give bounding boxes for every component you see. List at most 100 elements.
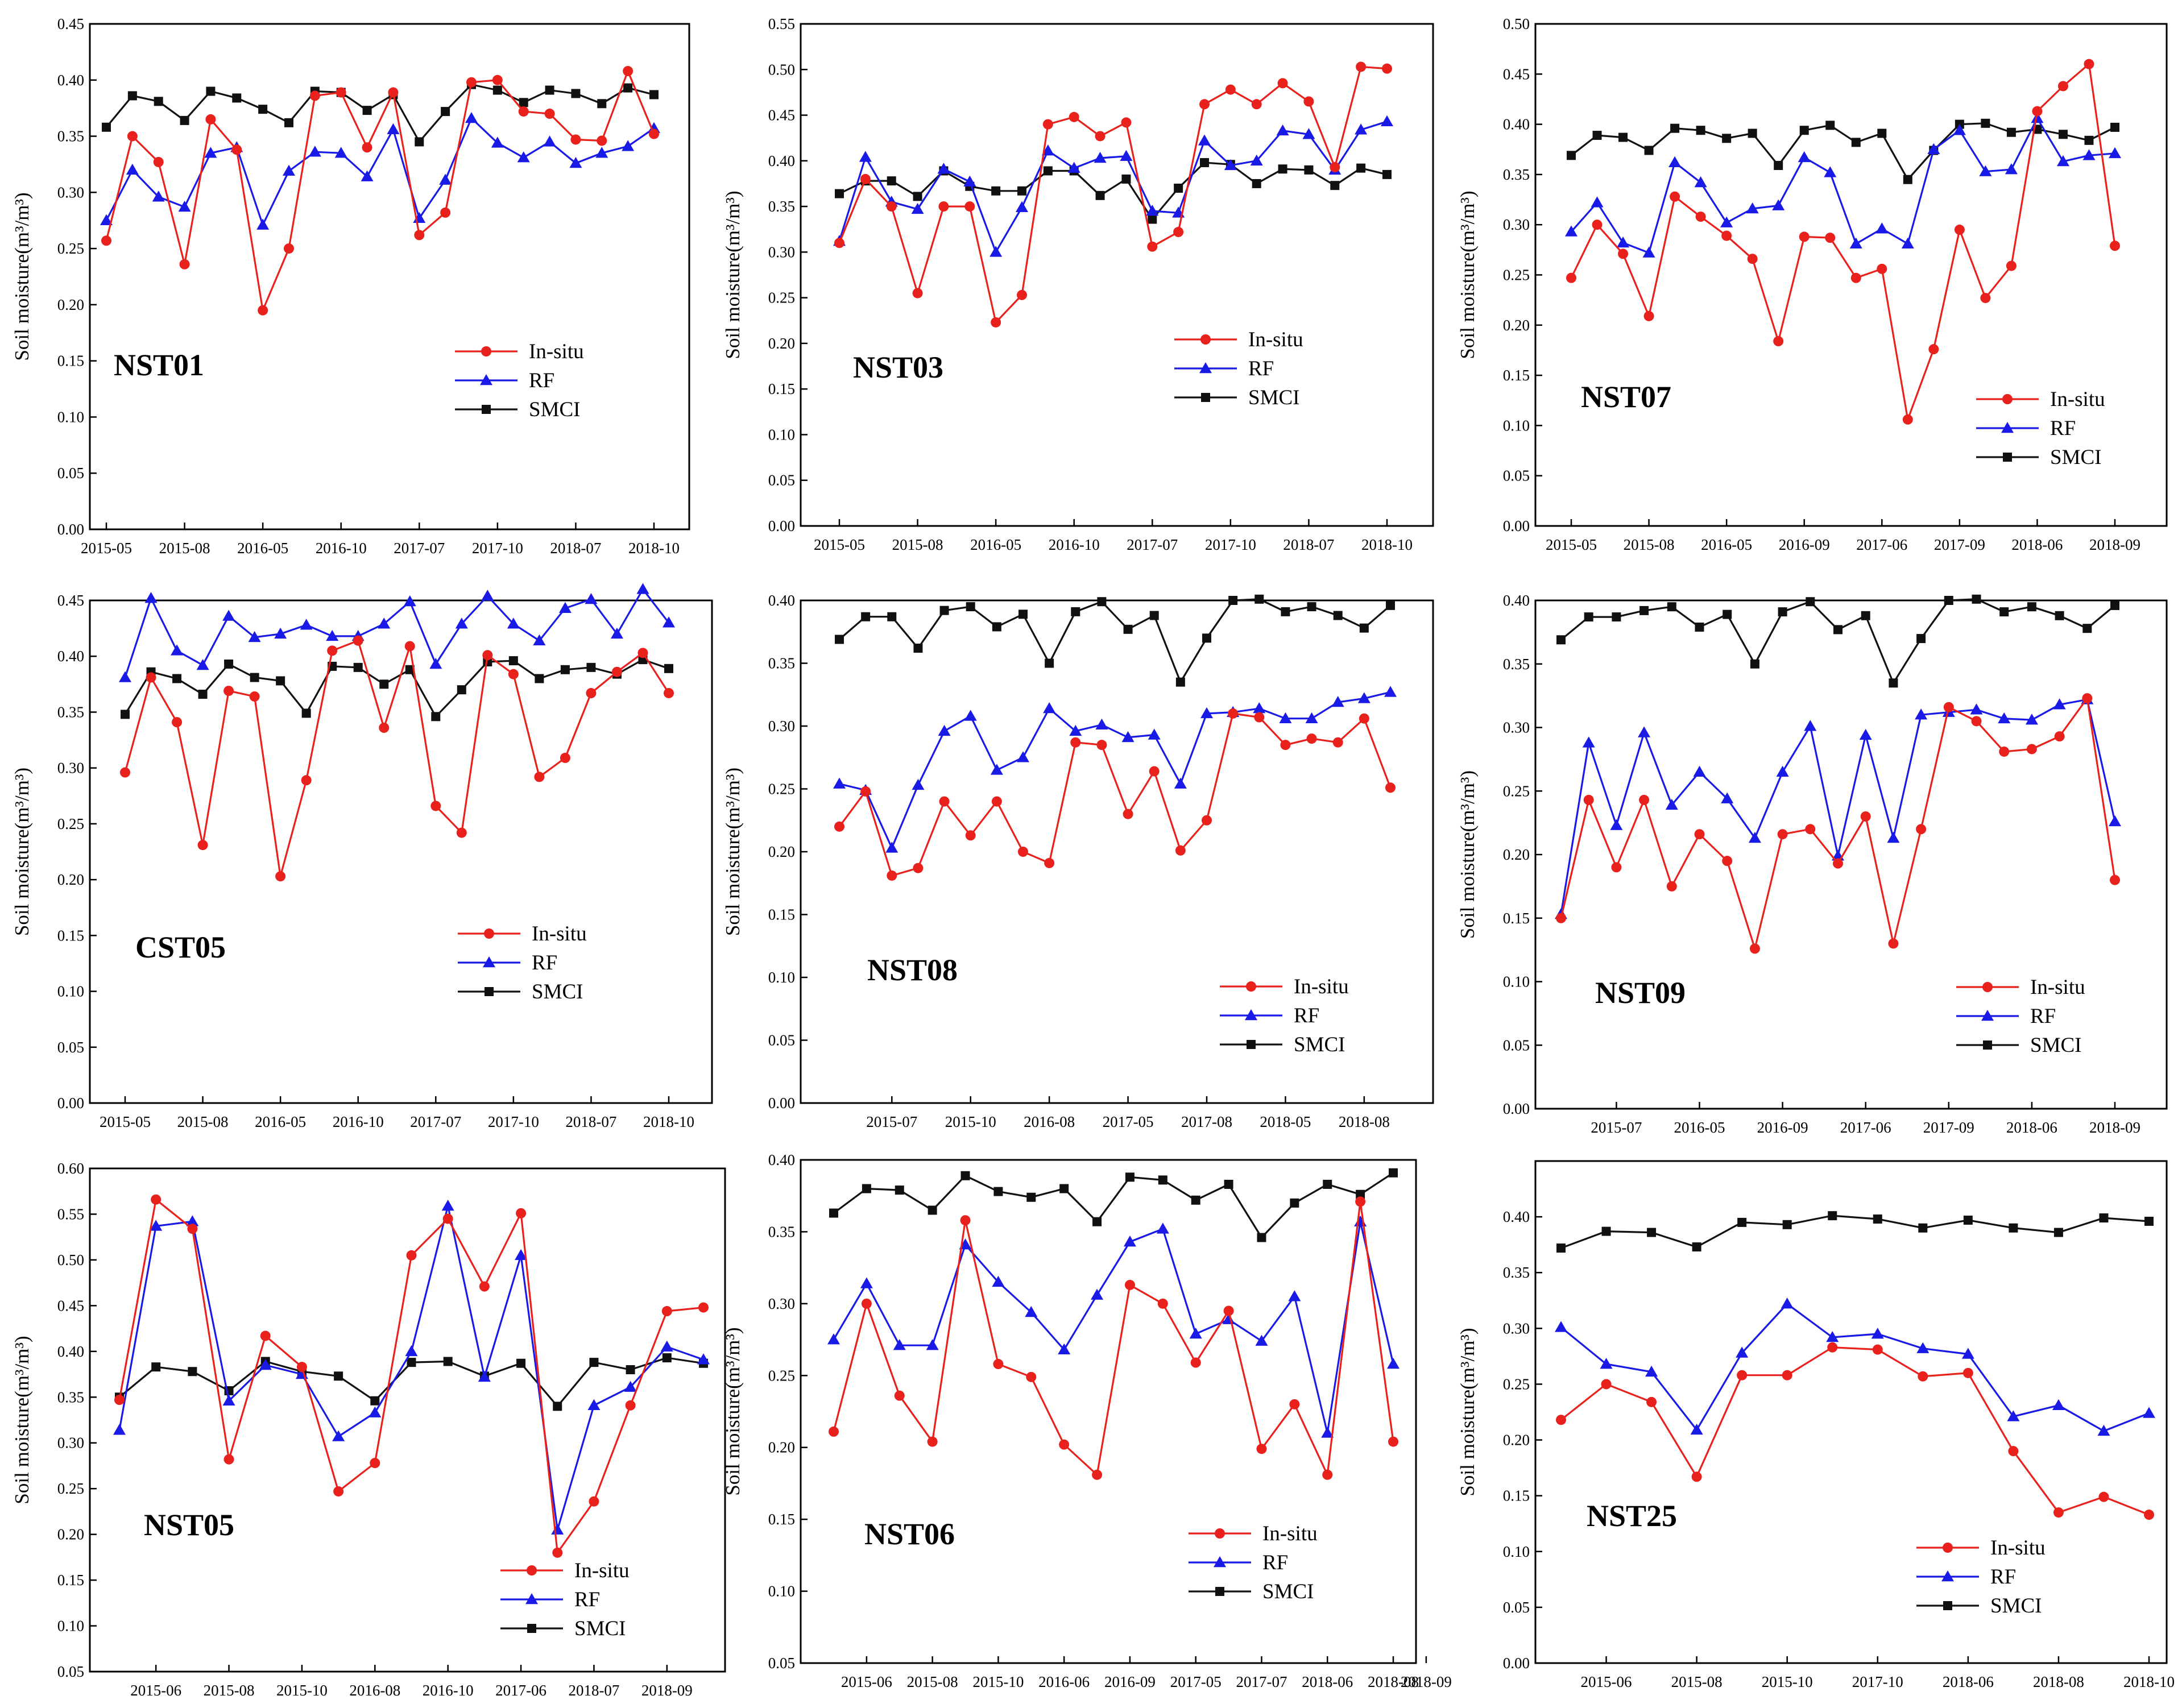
data-point-in-situ xyxy=(442,1213,453,1224)
legend-label-rf: RF xyxy=(1262,1551,1288,1574)
data-point-in-situ xyxy=(518,106,529,117)
data-point-in-situ xyxy=(894,1390,905,1401)
y-tick-label: 0.40 xyxy=(1503,1208,1530,1225)
data-point-smci xyxy=(1045,658,1054,668)
data-point-rf xyxy=(1849,237,1862,249)
data-point-in-situ xyxy=(333,1486,344,1497)
legend-label-smci: SMCI xyxy=(574,1617,626,1640)
y-tick-label: 0.05 xyxy=(768,1032,795,1049)
data-point-rf xyxy=(1355,123,1368,135)
data-point-in-situ xyxy=(2053,1507,2064,1518)
y-tick-label: 0.25 xyxy=(57,240,84,257)
x-tick-label: 2015-05 xyxy=(100,1113,151,1130)
data-point-smci xyxy=(353,662,363,672)
data-point-rf xyxy=(222,610,235,621)
data-point-rf xyxy=(144,592,158,603)
series-line-in-situ xyxy=(838,65,1388,325)
data-point-in-situ xyxy=(1721,230,1732,241)
data-point-rf xyxy=(885,841,899,853)
x-tick-label: 2018-06 xyxy=(2011,536,2063,553)
data-point-rf xyxy=(1279,712,1292,723)
data-point-smci xyxy=(1382,169,1392,179)
x-tick-label: 2015-06 xyxy=(130,1682,181,1699)
data-point-in-situ xyxy=(127,131,138,142)
data-point-rf xyxy=(2097,1424,2110,1436)
chart-panel-nst07: 0.00 0.05 0.10 0.15 0.20 0.25 0.30 0.35 0.40 0.45… xyxy=(1456,15,2168,553)
data-point-smci xyxy=(2006,127,2016,137)
data-point-rf xyxy=(1288,1290,1301,1301)
data-point-smci xyxy=(301,708,311,718)
x-tick-label: 2018-06 xyxy=(1302,1673,1353,1690)
y-tick-label: 0.20 xyxy=(57,871,84,888)
data-point-smci xyxy=(887,612,897,621)
site-title: NST05 xyxy=(144,1508,234,1542)
data-point-in-situ xyxy=(1782,1370,1792,1381)
data-point-smci xyxy=(862,1184,871,1193)
legend: In-situ RF SMCI xyxy=(458,922,587,1004)
data-point-rf xyxy=(1875,222,1889,234)
data-point-in-situ xyxy=(1332,737,1343,748)
y-tick-label: 0.00 xyxy=(1503,1100,1530,1117)
data-point-in-situ xyxy=(2110,241,2120,251)
data-point-smci xyxy=(224,659,234,669)
data-point-in-situ xyxy=(664,688,674,699)
data-point-smci xyxy=(1224,1179,1233,1189)
data-point-rf xyxy=(2053,698,2066,710)
y-tick-label: 0.35 xyxy=(1503,656,1530,673)
data-point-smci xyxy=(1782,1220,1792,1229)
data-point-smci xyxy=(1281,607,1290,616)
x-tick-label: 2018-09 xyxy=(2089,1119,2140,1136)
legend: In-situ RF SMCI xyxy=(1976,388,2105,469)
legend-marker-smci xyxy=(1201,393,1210,402)
data-point-rf xyxy=(405,1345,418,1357)
data-point-in-situ xyxy=(1202,815,1212,826)
y-tick-label: 0.10 xyxy=(768,969,795,986)
x-tick-label: 2015-08 xyxy=(1671,1673,1723,1690)
data-point-in-situ xyxy=(586,688,597,699)
data-point-smci xyxy=(1323,1179,1332,1189)
data-point-smci xyxy=(102,122,111,132)
legend-label-rf: RF xyxy=(2030,1005,2056,1028)
data-point-rf xyxy=(1384,686,1397,697)
data-point-rf xyxy=(1582,736,1595,748)
data-point-smci xyxy=(198,690,208,699)
data-point-smci xyxy=(939,606,949,615)
data-point-in-situ xyxy=(1175,845,1186,856)
legend-marker-rf xyxy=(483,956,495,968)
data-point-in-situ xyxy=(1872,1344,1883,1355)
data-point-in-situ xyxy=(153,156,164,167)
data-point-rf xyxy=(478,1370,491,1382)
data-point-rf xyxy=(610,627,623,639)
data-point-smci xyxy=(1670,123,1680,133)
legend-marker-in-situ xyxy=(2002,394,2013,404)
x-tick-label: 2015-06 xyxy=(1581,1673,1632,1690)
data-point-in-situ xyxy=(1251,99,1262,110)
data-point-rf xyxy=(660,1340,673,1352)
data-point-in-situ xyxy=(1691,1471,1702,1482)
data-point-in-situ xyxy=(611,666,622,677)
site-title: NST03 xyxy=(853,350,943,384)
legend-label-in-situ: In-situ xyxy=(1248,328,1303,351)
y-tick-label: 0.05 xyxy=(768,472,795,489)
data-point-in-situ xyxy=(258,305,268,316)
data-point-smci xyxy=(2099,1213,2109,1223)
data-point-rf xyxy=(186,1215,199,1226)
y-tick-label: 0.00 xyxy=(768,1095,795,1112)
data-point-smci xyxy=(1833,625,1843,635)
data-point-smci xyxy=(861,612,871,621)
data-point-in-situ xyxy=(1280,740,1291,751)
site-title: NST01 xyxy=(114,348,204,382)
data-point-rf xyxy=(1916,1342,1930,1353)
data-point-in-situ xyxy=(1918,1371,1928,1382)
data-point-rf xyxy=(2109,815,2121,827)
data-point-smci xyxy=(405,665,415,674)
data-point-smci xyxy=(1806,597,1815,607)
x-tick-label: 2016-05 xyxy=(970,536,1021,553)
data-point-smci xyxy=(1750,659,1759,669)
x-tick-label: 2018-08 xyxy=(2033,1673,2084,1690)
data-point-in-situ xyxy=(1850,272,1861,283)
y-tick-label: 0.30 xyxy=(768,243,795,260)
data-point-smci xyxy=(431,712,441,722)
y-tick-label: 0.15 xyxy=(1503,1487,1530,1504)
y-tick-label: 0.20 xyxy=(57,1526,84,1543)
